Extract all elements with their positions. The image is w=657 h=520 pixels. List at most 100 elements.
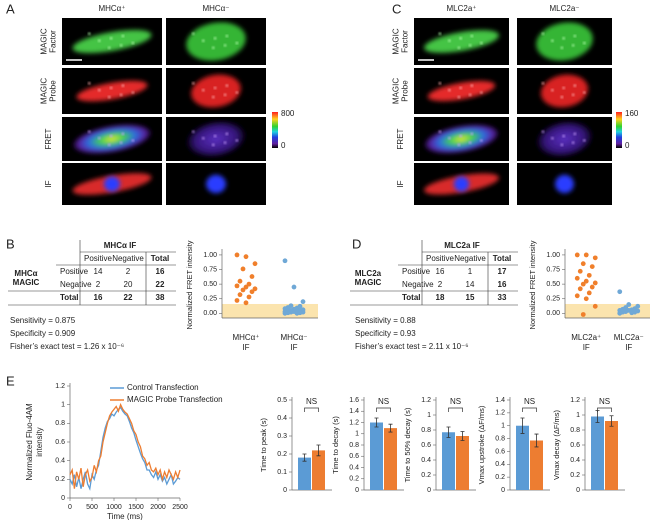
table-title: MHCα IF (104, 241, 137, 250)
table-cell: 1 (468, 267, 473, 276)
x-tick-label: MLC2a⁻ (614, 333, 644, 342)
data-point (282, 258, 288, 264)
speckle (448, 89, 451, 92)
speckle (573, 34, 577, 38)
y-tick-label: 0 (427, 487, 431, 494)
speckle (121, 132, 125, 136)
y-tick-label: 0.8 (495, 435, 505, 442)
speckle (560, 95, 564, 99)
speckle (225, 132, 229, 136)
speckle (108, 143, 111, 147)
y-tick-label: 0.2 (570, 472, 580, 479)
y-tick-label: 0.75 (546, 266, 560, 273)
data-point (629, 310, 635, 316)
stat-text: Specificity = 0.93 (355, 329, 416, 338)
cell-signal (453, 176, 470, 192)
y-axis-label: Normalized FRET intensity (185, 240, 194, 329)
y-tick-label: 0.6 (55, 439, 65, 446)
speckle (88, 130, 91, 133)
significance-bracket (522, 407, 537, 412)
data-point (240, 266, 246, 272)
cell-signal (72, 29, 152, 54)
data-point (589, 284, 595, 290)
bar (456, 436, 469, 490)
table-cell: 14 (94, 267, 103, 276)
data-point (583, 278, 589, 284)
y-tick-label: 0.50 (203, 281, 217, 288)
bar (384, 428, 397, 490)
table-cell: Total (60, 293, 79, 302)
x-tick-label: IF (242, 343, 249, 352)
speckle (480, 41, 483, 45)
table-header: Negative (454, 254, 486, 263)
speckle (192, 82, 195, 85)
y-tick-label: 0.2 (421, 472, 431, 479)
speckle (562, 134, 565, 138)
cell-signal (206, 174, 226, 194)
significance-label: NS (306, 397, 317, 406)
speckle (470, 132, 474, 136)
y-axis-label: Normalized Fluo-4AM (25, 403, 34, 481)
significance-bracket (448, 407, 463, 412)
speckle (573, 132, 577, 136)
speckle (571, 141, 575, 144)
row-label: FRET (44, 128, 53, 149)
table-cell: Negative (60, 280, 92, 289)
data-point (586, 290, 592, 296)
speckle (109, 134, 113, 138)
y-tick-label: 0.4 (277, 415, 287, 422)
data-point (580, 312, 586, 317)
bar (442, 432, 455, 490)
data-line (69, 402, 181, 489)
y-tick-label: 0.4 (495, 461, 505, 468)
y-tick-label: 1.2 (495, 410, 505, 417)
speckle (98, 39, 101, 42)
error-bar (446, 426, 451, 438)
speckle (235, 139, 239, 142)
column-header: MHCα⁺ (98, 4, 125, 13)
speckle (571, 93, 575, 97)
speckle (108, 95, 111, 99)
table-cell: 18 (436, 293, 445, 302)
stat-text: Fisher’s exact test = 1.26 x 10⁻⁶ (10, 342, 124, 351)
speckle (457, 46, 461, 49)
y-tick-label: 0 (576, 487, 580, 494)
significance-bracket (304, 407, 319, 412)
y-tick-label: 0.8 (349, 442, 359, 449)
speckle (457, 143, 461, 147)
stat-text: Specificity = 0.909 (10, 329, 76, 338)
y-tick-label: 0.25 (546, 296, 560, 303)
speckle (192, 130, 195, 133)
table-header: Negative (112, 254, 144, 263)
table-cell: 22 (124, 293, 133, 302)
speckle (541, 82, 545, 85)
x-tick-label: MHCα⁺ (232, 333, 259, 342)
speckle (109, 37, 113, 40)
speckle (470, 34, 474, 38)
bar (530, 440, 543, 490)
table-header: Positive (426, 254, 455, 263)
cell-signal (555, 174, 574, 194)
table-group: MHCα (14, 269, 37, 278)
row-label: MAGIC (40, 28, 49, 54)
row-label: FRET (396, 128, 405, 149)
y-tick-label: 0.2 (277, 451, 287, 458)
speckle (459, 86, 462, 90)
speckle (560, 46, 564, 49)
speckle (119, 44, 123, 47)
speckle (223, 44, 227, 47)
x-tick-label: 1500 (128, 504, 144, 511)
data-point (234, 283, 240, 289)
y-tick-label: 0.6 (495, 448, 505, 455)
data-point (580, 281, 586, 287)
column-header: MHCα⁻ (202, 4, 229, 13)
x-tick-label: 1000 (106, 504, 122, 511)
speckle (468, 141, 472, 144)
speckle (438, 130, 442, 133)
significance-label: NS (599, 397, 610, 406)
row-label: MAGIC (392, 28, 401, 54)
bar (298, 457, 311, 490)
row-label: IF (396, 180, 405, 187)
data-point (592, 303, 598, 309)
